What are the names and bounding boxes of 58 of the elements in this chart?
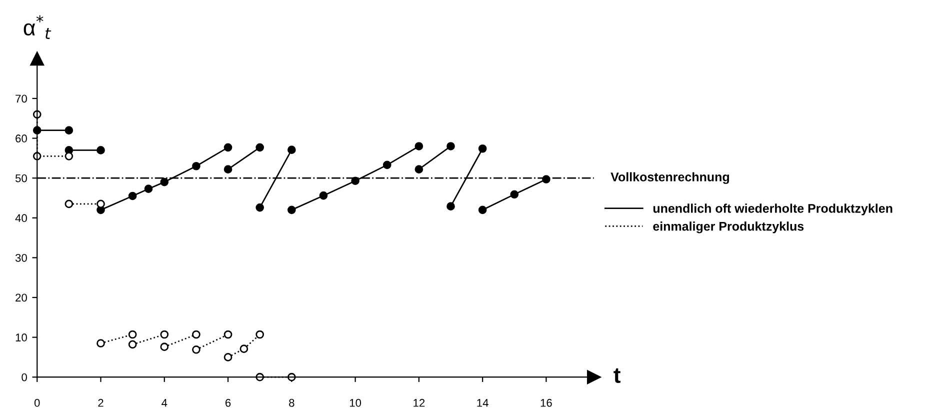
- y-tick-label: 0: [22, 373, 27, 382]
- point: [128, 330, 137, 339]
- x-tick-label: 12: [414, 398, 425, 407]
- x-tick-label: 10: [350, 398, 362, 407]
- point: [224, 353, 232, 362]
- point: [240, 344, 248, 354]
- x-tick-label: 14: [477, 399, 488, 407]
- point: [224, 330, 232, 339]
- point: [478, 206, 487, 214]
- point: [319, 191, 328, 200]
- point: [192, 330, 200, 339]
- y-tick-label: 70: [16, 94, 27, 103]
- x-tick-label: 16: [540, 398, 552, 407]
- point: [96, 146, 105, 154]
- x-tick-label: 0: [34, 398, 40, 407]
- y-tick-label: 10: [16, 334, 27, 342]
- legend-label: einmaliger Produktzyklus: [653, 222, 804, 234]
- y-tick-label: 60: [16, 134, 27, 142]
- point: [64, 126, 74, 134]
- x-tick-label: 8: [289, 398, 294, 407]
- y-tick-label: 50: [15, 174, 27, 182]
- x-tick-label: 6: [226, 398, 231, 407]
- point: [478, 144, 487, 153]
- point: [414, 165, 424, 174]
- point: [160, 342, 169, 352]
- y-tick-label: 20: [16, 294, 27, 302]
- point: [256, 143, 264, 152]
- point: [192, 162, 200, 170]
- point: [287, 146, 296, 154]
- point: [224, 143, 232, 152]
- point: [96, 339, 105, 348]
- point: [160, 178, 169, 186]
- y-axis-title: α$^{*}$$_{t}$: [24, 15, 52, 39]
- point: [192, 345, 200, 354]
- y-tick-label: 40: [15, 214, 27, 222]
- legend-label: unendlich oft wiederholte Produktzyklen: [653, 204, 892, 216]
- point: [446, 202, 455, 211]
- point: [382, 160, 392, 170]
- point: [224, 165, 232, 174]
- point: [64, 200, 74, 208]
- point: [351, 176, 360, 186]
- x-tick-label: 2: [98, 398, 104, 407]
- point: [144, 184, 153, 193]
- point: [64, 152, 74, 160]
- point: [128, 340, 137, 349]
- point: [128, 192, 137, 200]
- point: [510, 190, 519, 199]
- point: [160, 330, 169, 339]
- point: [414, 142, 424, 150]
- x-axis-title: t: [614, 368, 620, 384]
- point: [256, 330, 264, 339]
- x-tick-label: 4: [162, 399, 168, 407]
- ref-line-label: Vollkostenrechnung: [610, 172, 729, 184]
- y-tick-label: 30: [15, 254, 27, 262]
- point: [446, 142, 455, 150]
- point: [542, 175, 550, 184]
- point: [256, 203, 264, 212]
- point: [287, 206, 296, 214]
